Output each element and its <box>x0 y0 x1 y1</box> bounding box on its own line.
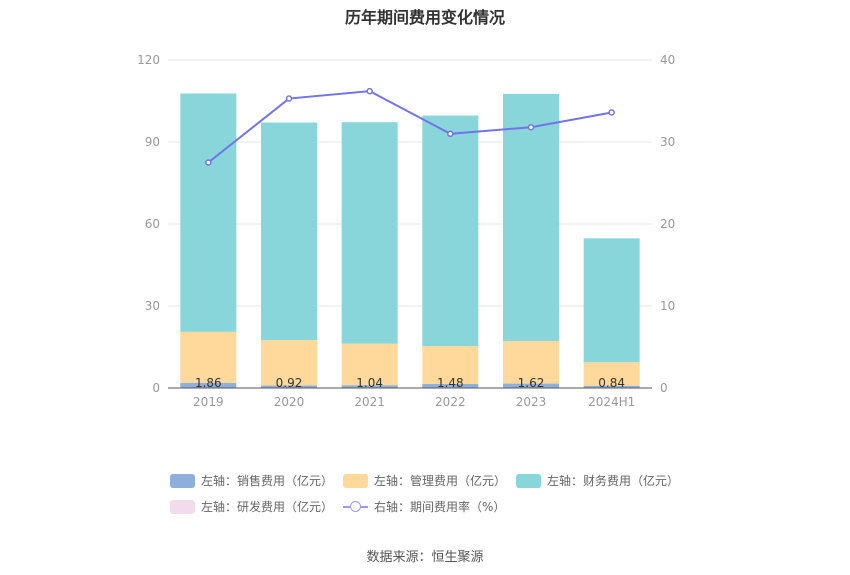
legend-item-sales[interactable]: 左轴：销售费用（亿元） <box>170 472 333 489</box>
bars <box>180 93 640 388</box>
rate-line <box>205 87 615 166</box>
data-label-sales: 1.62 <box>518 376 545 390</box>
y-left-tick-label: 90 <box>145 135 160 149</box>
bar-finance <box>422 115 479 346</box>
x-tick-label: 2024H1 <box>588 395 635 409</box>
data-label-sales: 1.04 <box>356 376 383 390</box>
legend-swatch-rate <box>343 500 368 514</box>
legend-label-finance: 左轴：财务费用（亿元） <box>547 474 680 488</box>
data-source: 数据来源：恒生聚源 <box>366 550 484 565</box>
bar-finance <box>261 122 317 341</box>
legend-label-rate: 右轴：期间费用率（%） <box>374 500 506 514</box>
bar-finance <box>341 122 398 344</box>
x-tick-label: 2020 <box>274 395 305 409</box>
data-label-sales: 0.84 <box>598 376 625 390</box>
data-labels: 1.86 0.92 1.04 1.48 1.62 0.84 <box>195 376 625 390</box>
chart-title: 历年期间费用变化情况 <box>344 8 505 27</box>
y-left-tick-label: 30 <box>145 299 160 313</box>
bar-finance <box>583 238 640 363</box>
y-right-tick-label: 20 <box>660 217 675 231</box>
y-left-tick-label: 120 <box>137 53 160 67</box>
rate-point <box>285 95 293 102</box>
x-tick-label: 2023 <box>516 395 547 409</box>
data-label-sales: 1.48 <box>437 376 464 390</box>
rate-point <box>366 87 373 95</box>
gridlines <box>168 59 652 307</box>
legend-item-management[interactable]: 左轴：管理费用（亿元） <box>343 472 506 489</box>
legend-item-rd[interactable]: 左轴：研发费用（亿元） <box>170 498 333 515</box>
bar-sales <box>341 385 398 388</box>
y-right-tick-label: 10 <box>660 299 675 313</box>
bar-sales <box>422 383 479 388</box>
y-right-tick-label: 0 <box>660 381 668 395</box>
bar-management <box>503 340 559 384</box>
bar-finance <box>503 93 559 341</box>
bar-management <box>341 343 398 386</box>
legend-swatch-management <box>343 473 368 488</box>
rate-point <box>527 123 535 131</box>
y-left-tick-label: 60 <box>145 217 160 231</box>
rate-point <box>205 159 212 166</box>
legend-label-management: 左轴：管理费用（亿元） <box>374 474 507 488</box>
data-label-sales: 1.86 <box>195 376 222 390</box>
axes: 0 30 60 90 120 0 10 20 30 40 2019 2020 2021 2022 2023 2… <box>137 53 675 409</box>
bar-sales <box>180 382 237 388</box>
bar-finance <box>180 93 237 332</box>
bar-management <box>422 345 479 384</box>
y-left-tick-label: 0 <box>152 381 160 395</box>
legend-swatch-finance <box>516 473 541 488</box>
bar-management <box>261 340 317 386</box>
bar-management <box>180 331 237 383</box>
y-right-tick-label: 30 <box>660 135 675 149</box>
rate-point <box>447 130 454 138</box>
bar-sales <box>503 383 559 388</box>
rate-line-path <box>207 90 612 164</box>
bar-management <box>583 362 640 386</box>
rate-point <box>608 109 615 116</box>
bar-sales <box>583 385 640 388</box>
x-tick-label: 2019 <box>193 395 224 409</box>
legend-item-rate[interactable]: 右轴：期间费用率（%） <box>343 498 505 515</box>
y-right-tick-label: 40 <box>660 53 675 67</box>
legend-label-sales: 左轴：销售费用（亿元） <box>201 474 334 488</box>
legend-item-finance[interactable]: 左轴：财务费用（亿元） <box>516 472 679 489</box>
legend-label-rd: 左轴：研发费用（亿元） <box>201 500 334 514</box>
legend-swatch-sales <box>170 473 195 488</box>
data-label-sales: 0.92 <box>276 376 303 390</box>
x-tick-label: 2021 <box>354 395 385 409</box>
legend-swatch-rd <box>170 499 195 514</box>
bar-sales <box>261 385 317 388</box>
x-tick-label: 2022 <box>435 395 466 409</box>
